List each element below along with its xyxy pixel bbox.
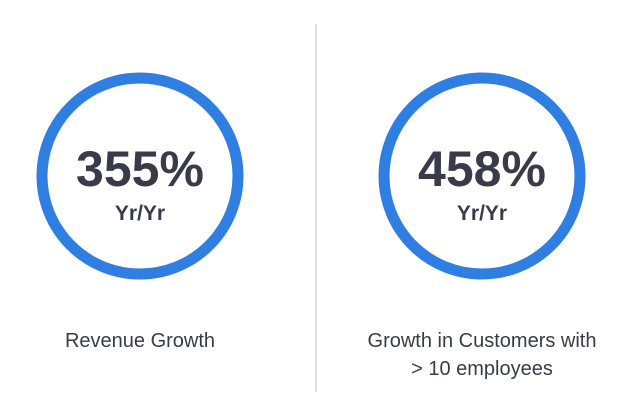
kpi-ring bbox=[378, 72, 586, 280]
kpi-value: 458% bbox=[418, 141, 546, 197]
kpi-caption: Revenue Growth bbox=[65, 330, 215, 352]
kpi-value: 355% bbox=[76, 141, 204, 197]
kpi-ring bbox=[36, 72, 244, 280]
kpi-caption: Growth in Customers with bbox=[368, 330, 597, 352]
kpi-unit: Yr/Yr bbox=[115, 202, 165, 225]
kpi-unit: Yr/Yr bbox=[457, 202, 507, 225]
kpi-caption: > 10 employees bbox=[411, 358, 553, 380]
